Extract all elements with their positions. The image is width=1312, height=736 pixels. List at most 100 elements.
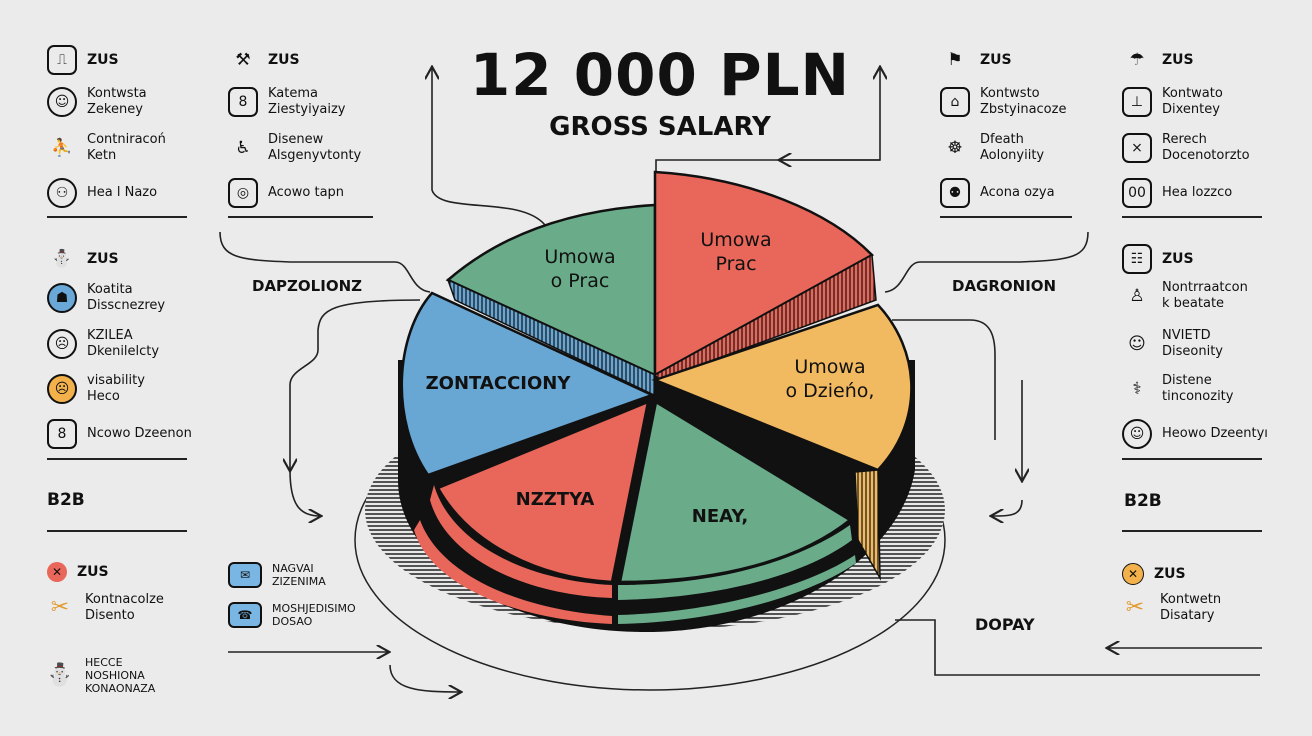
coins-icon: ⚉ — [940, 178, 970, 208]
divider — [47, 458, 187, 460]
mid-bottom-item-0: ✉ NAGVAI ZIZENIMA — [228, 562, 326, 588]
left-col1-item-0: ⎍ ZUS — [47, 45, 119, 75]
left-col2-item-0: ⚒ ZUS — [228, 45, 299, 75]
slice-orange — [651, 303, 913, 472]
right-col2-item-0: ☂ ZUS — [1122, 45, 1193, 75]
divider — [47, 530, 187, 532]
tools-icon: ✂ — [1125, 595, 1145, 620]
glasses-icon: 00 — [1122, 178, 1152, 208]
card-icon: ☎ — [228, 602, 262, 628]
person-icon: ⛄ — [46, 662, 74, 688]
contact-icon: 8 — [47, 419, 77, 449]
face-icon: ☺ — [1122, 419, 1152, 449]
label-red-bottom: NZZTYA — [515, 489, 595, 510]
figure-icon: ⚑ — [947, 49, 963, 70]
divider — [1122, 458, 1262, 460]
slice-blue — [400, 291, 656, 477]
left-col2-item-3: ◎ Acowo tapn — [228, 178, 344, 208]
right-col2-item-1: ⊥ Kontwato Dixentey — [1122, 86, 1223, 118]
stamp-icon: ⊥ — [1122, 87, 1152, 117]
label-green-bottom: NEAY, — [691, 506, 749, 527]
pie-layer-green-2 — [618, 555, 856, 624]
divider — [1122, 530, 1262, 532]
divider — [47, 216, 187, 218]
left-group2-item-2: ☹ KZILEA Dkenilelcty — [47, 328, 159, 360]
right-col2-item-3: 00 Hea lozzco — [1122, 178, 1232, 208]
shoulders-icon: ☗ — [47, 283, 77, 313]
right-group2-item-3: ⚕ Distene tinconozity — [1122, 373, 1233, 405]
label-red-top: Umowa Prac — [700, 229, 772, 275]
right-b2b-item-1: ✂ Kontwetn Disatary — [1120, 592, 1221, 624]
page-subtitle: GROSS SALARY — [549, 112, 771, 142]
left-col2-item-2: ♿ Disenew Alsgenyvtonty — [228, 132, 361, 164]
left-b2b-item-0: ✕ ZUS — [47, 562, 109, 582]
right-group2-item-0: ☷ ZUS — [1122, 244, 1194, 274]
bag-icon: ☂ — [1129, 49, 1145, 70]
left-group2-item-1: ☗ Koatita Disscnezrey — [47, 282, 165, 314]
pie-layer-red — [430, 485, 612, 598]
heading-left-mid: DAPZOLIONZ — [252, 277, 363, 295]
brain-icon: ☸ — [947, 137, 963, 158]
tent-icon: ⨯ — [1122, 133, 1152, 163]
right-col1-item-2: ☸ Dfeath Aolonyiity — [940, 132, 1044, 164]
divider — [1122, 216, 1262, 218]
teeth-icon: ⌂ — [940, 87, 970, 117]
pie-layer-green — [618, 525, 852, 600]
slice-red-bottom — [436, 399, 650, 584]
right-col2-item-2: ⨯ Rerech Docenotorzto — [1122, 132, 1250, 164]
slice-orange-edge — [854, 469, 881, 581]
slice-green-bottom — [618, 400, 853, 584]
right-b2b-item-0: ✕ ZUS — [1122, 563, 1186, 585]
angry-face-icon: ☹ — [47, 374, 77, 404]
page-title: 12 000 PLN — [469, 41, 851, 109]
left-col1-item-2: ⛹ Contniracoń Ketn — [47, 132, 165, 164]
heading-left-b2b: B2B — [47, 490, 85, 510]
divider — [940, 216, 1072, 218]
tools-icon: ✂ — [50, 595, 70, 620]
left-group2-item-0: ⛄ ZUS — [47, 244, 118, 274]
left-b2b-item-2: ⛄ HECCE NOSHIONA KONAONAZA — [46, 656, 156, 695]
right-group2-item-1: ♙ Nontrraatcon k beatate — [1122, 280, 1247, 312]
slice-red-top — [653, 170, 875, 378]
clipboard-icon: ⎍ — [47, 45, 77, 75]
left-col1-item-1: ☺ Kontwsta Zekeney — [47, 86, 147, 118]
heading-right-bottom: DOPAY — [975, 615, 1035, 634]
heading-right-mid: DAGRONION — [952, 277, 1057, 295]
right-col1-item-0: ⚑ ZUS — [940, 45, 1011, 75]
mid-bottom-item-1: ☎ MOSHJEDISIMO DOSAO — [228, 602, 356, 628]
x-icon: ✕ — [1122, 563, 1144, 585]
slice-green-top — [445, 203, 657, 377]
right-col1-item-1: ⌂ Kontwsto Zbstyinacoze — [940, 86, 1066, 118]
x-icon: ✕ — [47, 562, 67, 582]
face-icon: ☹ — [47, 329, 77, 359]
divider — [228, 216, 373, 218]
document-icon: 8 — [228, 87, 258, 117]
disability-icon: ♿ — [235, 137, 251, 158]
meditation-icon: ♙ — [1129, 285, 1145, 306]
right-group2-item-4: ☺ Heowo Dzeentyı — [1122, 419, 1268, 449]
health-icon: ⚇ — [47, 178, 77, 208]
person-icon: ☺ — [47, 87, 77, 117]
left-group2-item-3: ☹ visability Heco — [47, 373, 145, 405]
label-green-top: Umowa o Prac — [544, 246, 616, 292]
figure-icon: ⛄ — [51, 248, 73, 269]
heading-right-b2b: B2B — [1124, 491, 1162, 511]
left-group2-item-4: 8 Ncowo Dzeenon — [47, 419, 192, 449]
envelope-icon: ✉ — [228, 562, 262, 588]
right-col1-item-3: ⚉ Acona ozya — [940, 178, 1055, 208]
left-col1-item-3: ⚇ Hea l Nazo — [47, 178, 157, 208]
crutches-icon: ⚕ — [1132, 378, 1142, 399]
calendar-icon: ☷ — [1122, 244, 1152, 274]
label-blue: ZONTACCIONY — [425, 373, 571, 394]
worker-icon: ⚒ — [235, 49, 251, 70]
pie-layer-red-2 — [414, 520, 612, 624]
money-icon: ◎ — [228, 178, 258, 208]
exercise-icon: ⛹ — [51, 137, 73, 158]
label-orange: Umowa o Dzieńo, — [785, 356, 875, 402]
left-b2b-item-1: ✂ Kontnacolze Disento — [45, 592, 164, 624]
left-col2-item-1: 8 Katema Ziestyiyaizy — [228, 86, 345, 118]
patient-icon: ☺ — [1128, 333, 1146, 354]
right-group2-item-2: ☺ NVIETD Diseonity — [1122, 328, 1223, 360]
